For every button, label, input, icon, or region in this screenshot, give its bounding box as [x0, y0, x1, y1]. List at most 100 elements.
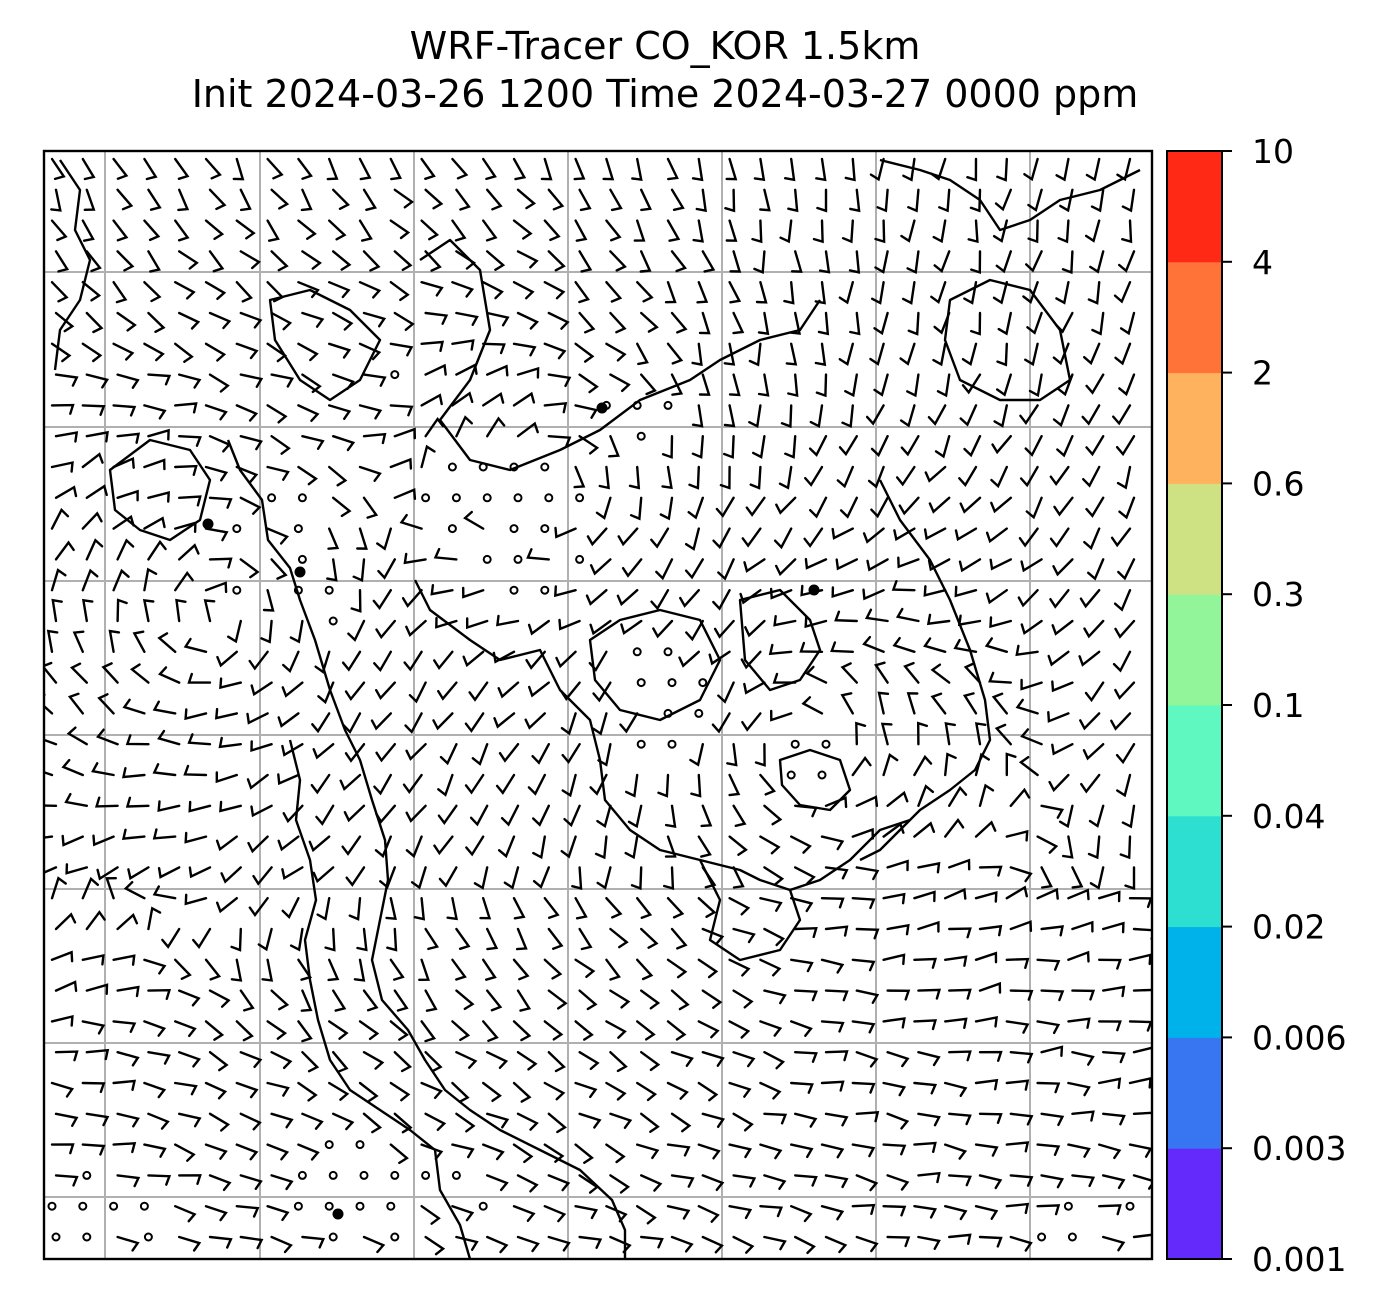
- wind-barb: [50, 461, 74, 473]
- wind-barb: [147, 539, 167, 561]
- wind-barb: [157, 866, 181, 879]
- wind-barb: [174, 570, 194, 592]
- wind-barb: [486, 1112, 510, 1129]
- wind-barb: [54, 431, 79, 443]
- wind-barb: [1119, 835, 1132, 860]
- colorbar-block: [1167, 1037, 1222, 1149]
- wind-barb: [327, 527, 340, 550]
- wind-barb: [547, 311, 570, 330]
- colorbar-block: [1167, 483, 1222, 595]
- wind-barb: [116, 538, 135, 561]
- wind-barb: [917, 861, 941, 874]
- calm-wind-marker: [482, 493, 492, 503]
- wind-barb: [512, 958, 530, 981]
- wind-barb: [493, 712, 516, 729]
- calm-wind-marker: [482, 554, 492, 564]
- wind-barb: [794, 926, 818, 939]
- colorbar-tick-label: 0.3: [1252, 575, 1304, 614]
- wind-barb: [927, 558, 951, 572]
- wind-barb: [235, 1020, 254, 1042]
- wind-barb: [310, 773, 331, 795]
- wind-barb: [300, 989, 313, 1012]
- wind-barb: [944, 752, 957, 777]
- wind-barb: [944, 722, 956, 746]
- wind-barb: [147, 428, 170, 441]
- wind-barb: [377, 558, 396, 580]
- wind-barb: [297, 281, 320, 299]
- wind-barb: [451, 958, 467, 981]
- wind-barb: [50, 568, 67, 592]
- wind-barb: [50, 1143, 75, 1155]
- calm-wind-marker: [297, 493, 307, 503]
- wind-barb: [574, 281, 590, 304]
- wind-barb: [989, 616, 1012, 629]
- calm-wind-marker: [267, 493, 277, 503]
- wind-barb: [451, 391, 474, 407]
- wind-barb: [96, 866, 119, 881]
- wind-barb: [841, 404, 854, 429]
- wind-barb: [886, 1051, 910, 1068]
- wind-barb: [297, 1020, 313, 1043]
- calm-wind-marker: [1063, 1201, 1073, 1211]
- wind-barb: [1121, 188, 1136, 213]
- wind-barb: [235, 1143, 259, 1161]
- wind-barb: [147, 1112, 170, 1130]
- wind-barb: [558, 618, 581, 631]
- wind-barb: [54, 250, 70, 273]
- wind-barb: [112, 219, 129, 242]
- wind-barb: [341, 835, 362, 856]
- wind-barb: [174, 1205, 197, 1223]
- colorbar-tick-label: 0.04: [1252, 797, 1325, 836]
- wind-barb: [204, 1205, 228, 1222]
- wind-barb: [698, 373, 711, 396]
- calm-wind-marker: [509, 585, 519, 595]
- wind-barb: [588, 650, 608, 672]
- wind-barb: [1005, 885, 1028, 900]
- wind-barb: [405, 835, 423, 859]
- wind-barb: [775, 558, 797, 577]
- calm-wind-marker: [663, 647, 673, 657]
- wind-barb: [1085, 435, 1105, 457]
- wind-barb: [332, 989, 347, 1012]
- wind-barb: [91, 762, 115, 777]
- calm-wind-marker: [821, 739, 831, 749]
- wind-barb: [143, 219, 161, 242]
- wind-barb: [691, 404, 704, 428]
- wind-barb: [403, 650, 423, 672]
- wind-barb: [928, 496, 951, 514]
- wind-barb: [54, 1174, 79, 1187]
- wind-barb: [399, 513, 423, 530]
- wind-barb: [500, 804, 520, 827]
- wind-barb: [759, 773, 776, 796]
- wind-barb: [389, 1143, 409, 1165]
- wind-barb: [112, 157, 129, 180]
- wind-barb: [1102, 921, 1125, 934]
- wind-barb: [405, 619, 427, 637]
- wind-barb: [631, 157, 643, 181]
- wind-barb: [300, 188, 313, 212]
- calm-wind-marker: [324, 1201, 334, 1211]
- wind-barb: [869, 342, 885, 366]
- wind-barb: [1119, 311, 1136, 336]
- wind-barb: [482, 391, 505, 407]
- wind-barb: [994, 723, 1012, 746]
- wind-barb: [404, 712, 423, 734]
- wind-barb: [464, 712, 485, 733]
- wind-barb: [794, 866, 816, 885]
- wind-barb: [804, 557, 828, 570]
- calm-wind-marker: [359, 1170, 369, 1180]
- wind-barb: [609, 1112, 633, 1129]
- wind-barb: [757, 311, 770, 336]
- wind-barb: [328, 281, 351, 299]
- wind-barb: [877, 691, 890, 715]
- wind-barb: [697, 897, 717, 918]
- wind-barb: [143, 458, 166, 471]
- wind-barb: [1091, 311, 1105, 336]
- wind-barb: [358, 1020, 380, 1041]
- wind-barb: [992, 281, 1008, 305]
- wind-barb: [1027, 188, 1043, 212]
- wind-barb: [1036, 958, 1061, 971]
- wind-barb: [840, 662, 858, 684]
- wind-barb: [239, 1051, 263, 1068]
- wind-barb: [794, 1174, 818, 1187]
